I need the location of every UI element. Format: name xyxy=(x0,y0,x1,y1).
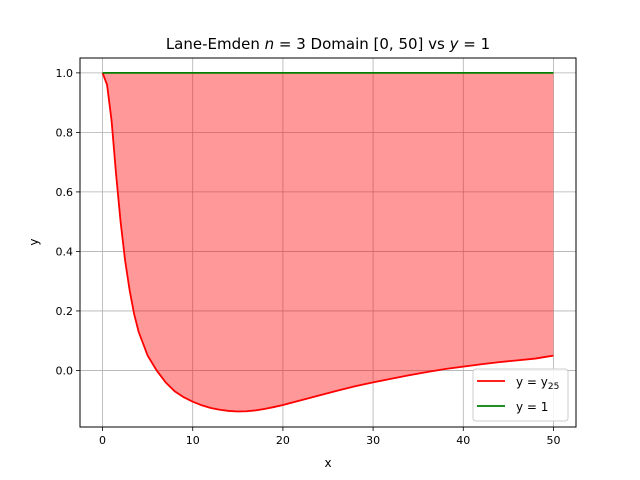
legend-label-y1: y = 1 xyxy=(516,400,548,414)
y-axis-label: y xyxy=(27,238,41,245)
shaded-area xyxy=(102,72,554,412)
x-tick-label: 0 xyxy=(99,434,106,447)
x-tick-label: 50 xyxy=(546,434,560,447)
x-tick-label: 20 xyxy=(276,434,290,447)
x-tick-label: 10 xyxy=(186,434,200,447)
x-tick-label: 40 xyxy=(456,434,470,447)
series-lines xyxy=(101,71,554,413)
x-tick-label: 30 xyxy=(366,434,380,447)
y-tick-label: 1.0 xyxy=(56,67,74,80)
legend-box xyxy=(472,368,569,422)
legend: y = y25 y = 1 xyxy=(472,368,569,422)
series-line-y25 xyxy=(101,72,554,413)
x-axis-label: x xyxy=(324,456,331,470)
axis-ticks: 0 10 20 30 40 50 0.0 0.2 0.4 0.6 0.8 1.0 xyxy=(56,67,561,447)
y-tick-label: 0.2 xyxy=(56,305,74,318)
legend-label-y25: y = y25 xyxy=(516,375,559,392)
chart-title: Lane-Emden n = 3 Domain [0, 50] vs y = 1 xyxy=(166,35,490,53)
y-tick-label: 0.0 xyxy=(56,364,74,377)
axes-frame xyxy=(79,57,577,428)
y-tick-label: 0.4 xyxy=(56,245,74,258)
y-tick-label: 0.6 xyxy=(56,186,74,199)
y-tick-label: 0.8 xyxy=(56,126,74,139)
